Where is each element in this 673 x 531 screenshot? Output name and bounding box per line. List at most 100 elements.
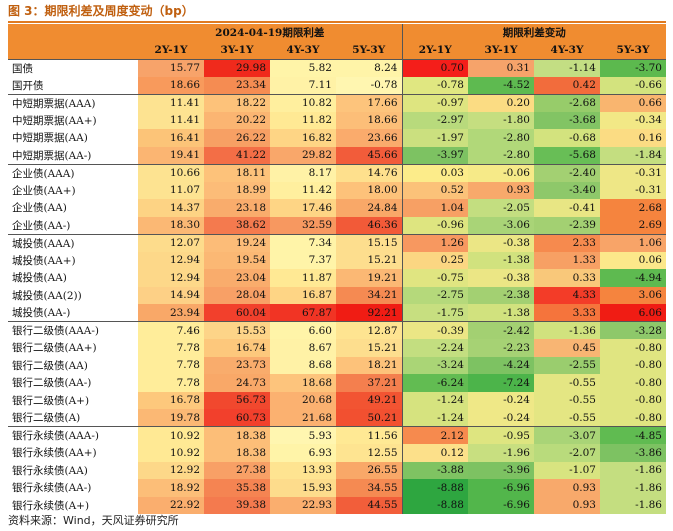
row-label: 银行永续债(AA-) <box>12 482 92 495</box>
change-cell: -0.68 <box>534 129 600 147</box>
spread-cell: 35.38 <box>204 479 270 497</box>
spread-cell: 18.66 <box>138 76 204 94</box>
change-cell: -4.52 <box>468 76 534 94</box>
header-col-2y-1y: 2Y-1Y <box>138 41 204 59</box>
change-cell: -2.55 <box>534 356 600 374</box>
change-cell: 1.04 <box>401 199 468 217</box>
change-cell: 0.20 <box>468 93 534 112</box>
header-spread-group: 2024-04-19期限利差 <box>138 24 402 42</box>
change-cell: -3.28 <box>600 321 666 339</box>
table-row: 银行二级债(AAA-) 7.46 15.53 6.60 12.87 -0.39 -2.42-… <box>8 321 666 339</box>
spread-cell: 23.94 <box>138 304 204 322</box>
change-cell: -2.39 <box>534 216 600 234</box>
change-cell: -0.80 <box>600 391 666 409</box>
change-cell: -2.75 <box>401 286 468 304</box>
change-cell: -0.39 <box>401 321 468 339</box>
change-cell: -1.86 <box>600 496 666 514</box>
spread-cell: 8.24 <box>336 58 402 77</box>
spread-cell: 38.62 <box>204 216 270 234</box>
change-cell: -0.38 <box>468 269 534 287</box>
header-col-2y-1y-change: 2Y-1Y <box>401 41 468 59</box>
change-cell: -7.24 <box>468 374 534 392</box>
row-label: 银行二级债(A) <box>12 412 81 424</box>
row-label: 银行二级债(AA-) <box>12 377 92 390</box>
table-row: 城投债(AAA) 12.07 19.24 7.34 15.15 1.26 -0.38 2.33… <box>8 233 666 252</box>
spread-cell: 11.41 <box>138 111 204 129</box>
row-label: 银行永续债(AA) <box>12 464 88 477</box>
change-cell: -0.31 <box>600 163 666 182</box>
header-col-4y-3y: 4Y-3Y <box>270 41 336 59</box>
spread-cell: 45.66 <box>336 146 402 164</box>
change-cell: -0.66 <box>600 76 666 94</box>
change-cell: -0.80 <box>600 356 666 374</box>
change-cell: -1.14 <box>534 58 600 77</box>
spread-cell: 18.30 <box>138 216 204 234</box>
change-cell: -2.40 <box>534 163 600 182</box>
spread-cell: 20.68 <box>270 391 336 409</box>
change-cell: -3.86 <box>600 444 666 462</box>
spread-cell: 10.66 <box>138 163 204 182</box>
change-cell: -0.96 <box>401 216 468 234</box>
spread-cell: 19.54 <box>204 251 270 269</box>
spread-cell: 18.38 <box>204 426 270 444</box>
spread-cell: 11.82 <box>270 111 336 129</box>
change-cell: 0.16 <box>600 129 666 147</box>
spread-cell: 21.68 <box>270 409 336 427</box>
change-cell: 4.33 <box>534 286 600 304</box>
change-cell: -3.97 <box>401 146 468 164</box>
row-label: 银行二级债(A+) <box>12 394 90 407</box>
change-cell: -3.88 <box>401 461 468 479</box>
change-cell: -0.55 <box>534 409 600 427</box>
spread-cell: 29.98 <box>204 58 270 77</box>
table-row: 银行二级债(AA+) 7.78 16.74 8.67 15.21 -2.24 -2.23 0.… <box>8 339 666 357</box>
table-row: 企业债(AA) 14.37 23.18 17.46 24.84 1.04 -2.05 -0.4… <box>8 199 666 217</box>
change-cell: -2.23 <box>468 339 534 357</box>
table-row: 中短期票据(AA+) 11.41 20.22 11.82 18.66 -2.97 -1.80… <box>8 111 666 129</box>
change-cell: -0.41 <box>534 199 600 217</box>
spread-cell: 18.99 <box>204 181 270 199</box>
spread-cell: 7.46 <box>138 321 204 339</box>
change-cell: -1.24 <box>401 409 468 427</box>
spread-cell: 19.41 <box>138 146 204 164</box>
change-cell: -0.80 <box>600 374 666 392</box>
spread-cell: 17.46 <box>270 199 336 217</box>
spread-cell: 26.55 <box>336 461 402 479</box>
spread-cell: 11.87 <box>270 269 336 287</box>
row-label: 国债 <box>8 58 138 77</box>
spread-cell: 67.87 <box>270 304 336 322</box>
change-cell: 0.52 <box>401 181 468 199</box>
row-label: 银行二级债(AA) <box>12 359 88 372</box>
row-label: 国开债 <box>12 79 44 92</box>
table-row: 银行永续债(AA+) 10.92 18.38 6.93 12.55 0.12 -1.96 -2… <box>8 444 666 462</box>
change-cell: -0.06 <box>468 163 534 182</box>
figure-title: 图 3：期限利差及周度变动（bp） <box>8 4 194 18</box>
spread-cell: 7.37 <box>270 251 336 269</box>
spread-cell: 49.21 <box>336 391 402 409</box>
table-row: 银行永续债(AA-) 18.92 35.38 15.93 34.55 -8.88 -6.96… <box>8 479 666 497</box>
spread-cell: 18.66 <box>336 111 402 129</box>
header-group-row: 2024-04-19期限利差 期限利差变动 <box>8 24 666 42</box>
header-column-row: 2Y-1Y 3Y-1Y 4Y-3Y 5Y-3Y 2Y-1Y 3Y-1Y 4Y-3… <box>8 41 666 59</box>
row-label: 企业债(AA+) <box>12 184 76 197</box>
spread-cell: 12.94 <box>138 269 204 287</box>
spread-cell: 7.78 <box>138 356 204 374</box>
spread-cell: 11.56 <box>336 426 402 444</box>
change-cell: 0.93 <box>534 496 600 514</box>
table-row: 企业债(AAA) 10.66 18.11 8.17 14.76 0.03 -0.06 -2.4… <box>8 163 666 182</box>
change-cell: 6.06 <box>600 304 666 322</box>
row-label: 银行永续债(AAA-) <box>8 426 138 444</box>
spread-cell: 23.73 <box>204 356 270 374</box>
spread-cell: 7.34 <box>270 233 336 252</box>
header-corner <box>8 41 138 59</box>
change-cell: 0.93 <box>468 181 534 199</box>
spread-cell: 92.21 <box>336 304 402 322</box>
spread-cell: 16.78 <box>138 391 204 409</box>
change-cell: -0.24 <box>468 409 534 427</box>
table-row: 城投债(AA(2)) 14.94 28.04 16.87 34.21 -2.75 -2.38… <box>8 286 666 304</box>
table-row: 银行永续债(AAA-) 10.92 18.38 5.93 11.56 2.12 -0.95-… <box>8 426 666 444</box>
change-cell: -6.96 <box>468 496 534 514</box>
spread-cell: 15.21 <box>336 251 402 269</box>
table-row: 城投债(AA-) 23.94 60.04 67.87 92.21 -1.75 -1.38 3.… <box>8 304 666 322</box>
table-body: 国债 15.77 29.98 5.82 8.24 0.70 0.31 -1.14 -3.70 国开… <box>8 58 666 514</box>
change-cell: -2.24 <box>401 339 468 357</box>
